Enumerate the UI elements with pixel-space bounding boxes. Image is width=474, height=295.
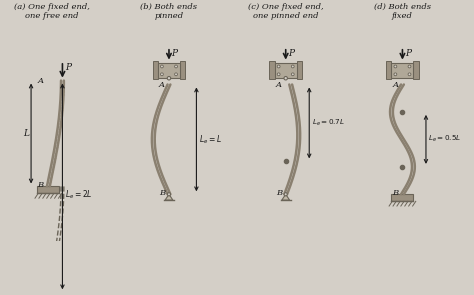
Circle shape: [174, 65, 177, 68]
Circle shape: [277, 65, 280, 68]
Bar: [269, 61, 275, 79]
Text: P: P: [171, 49, 177, 58]
Text: P: P: [288, 49, 294, 58]
Circle shape: [174, 73, 177, 76]
Text: B: B: [276, 189, 282, 197]
Text: A: A: [159, 81, 165, 88]
Text: B: B: [392, 189, 399, 197]
Text: $L_e = L$: $L_e = L$: [199, 133, 222, 146]
Circle shape: [277, 73, 280, 76]
Bar: [37, 186, 59, 194]
Text: A: A: [392, 81, 399, 88]
Circle shape: [408, 73, 411, 76]
Text: $L_e = 0.7L$: $L_e = 0.7L$: [311, 118, 344, 128]
Text: A: A: [37, 77, 44, 85]
Bar: [413, 61, 419, 79]
Title: (a) One fixed end,
one free end: (a) One fixed end, one free end: [14, 3, 90, 20]
Title: (b) Both ends
pinned: (b) Both ends pinned: [140, 3, 198, 20]
Bar: [386, 61, 392, 79]
Circle shape: [394, 65, 397, 68]
Circle shape: [161, 65, 164, 68]
Circle shape: [284, 193, 287, 196]
Bar: [180, 61, 185, 79]
Polygon shape: [165, 194, 173, 200]
Text: $L_e = 2L$: $L_e = 2L$: [65, 188, 92, 201]
Text: B: B: [37, 181, 44, 189]
Circle shape: [167, 193, 171, 196]
Bar: [158, 63, 180, 78]
Bar: [153, 61, 158, 79]
Bar: [392, 194, 413, 201]
Text: P: P: [65, 63, 71, 72]
Title: (d) Both ends
fixed: (d) Both ends fixed: [374, 3, 431, 20]
Circle shape: [408, 65, 411, 68]
Circle shape: [284, 76, 287, 80]
Circle shape: [167, 76, 171, 80]
Text: A: A: [276, 81, 282, 88]
Bar: [392, 63, 413, 78]
Circle shape: [394, 73, 397, 76]
Bar: [275, 63, 297, 78]
Bar: [297, 61, 302, 79]
Title: (c) One fixed end,
one pinned end: (c) One fixed end, one pinned end: [248, 3, 324, 20]
Text: B: B: [159, 189, 165, 197]
Circle shape: [161, 73, 164, 76]
Text: $L_e = 0.5L$: $L_e = 0.5L$: [428, 134, 462, 145]
Text: P: P: [405, 49, 411, 58]
Polygon shape: [282, 194, 290, 200]
Circle shape: [292, 73, 294, 76]
Text: L: L: [23, 129, 29, 138]
Circle shape: [292, 65, 294, 68]
